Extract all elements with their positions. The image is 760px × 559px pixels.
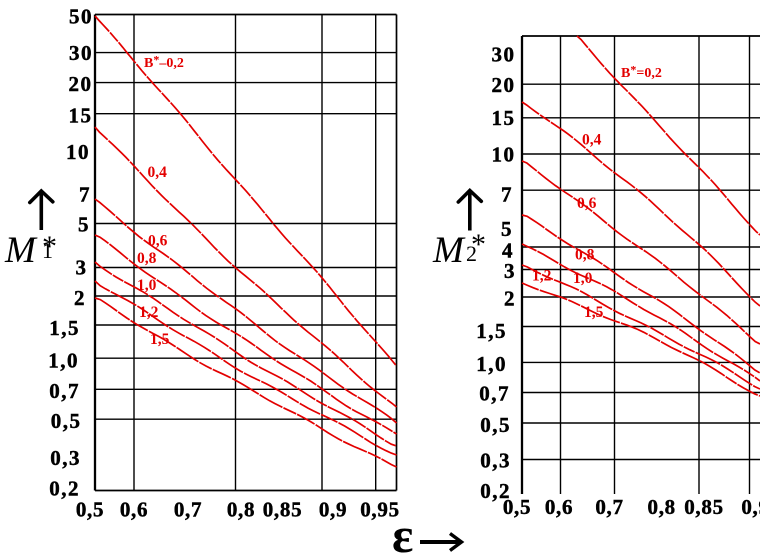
svg-text:20: 20 xyxy=(69,72,93,96)
svg-text:0,8: 0,8 xyxy=(575,247,595,264)
svg-text:1,2: 1,2 xyxy=(139,304,159,321)
svg-text:0,8: 0,8 xyxy=(227,498,255,522)
svg-text:2: 2 xyxy=(466,241,477,266)
svg-text:1: 1 xyxy=(42,238,53,263)
svg-text:0,2: 0,2 xyxy=(49,476,80,500)
svg-text:0,95: 0,95 xyxy=(360,498,400,522)
svg-text:0,8: 0,8 xyxy=(137,250,157,267)
svg-text:0,9: 0,9 xyxy=(741,495,760,519)
svg-text:0,5: 0,5 xyxy=(76,498,104,522)
svg-text:0,8: 0,8 xyxy=(648,495,676,519)
svg-text:10: 10 xyxy=(492,142,516,166)
svg-text:7: 7 xyxy=(501,182,513,206)
svg-text:0,4: 0,4 xyxy=(148,164,168,181)
svg-text:0,7: 0,7 xyxy=(174,498,202,522)
svg-text:0,6: 0,6 xyxy=(577,195,597,212)
svg-text:3: 3 xyxy=(76,255,88,279)
svg-text:0,7: 0,7 xyxy=(49,379,80,403)
svg-text:1,0: 1,0 xyxy=(48,348,79,372)
svg-text:1,5: 1,5 xyxy=(584,304,604,321)
svg-text:*: * xyxy=(42,230,57,263)
svg-text:0,3: 0,3 xyxy=(50,446,81,470)
svg-text:15: 15 xyxy=(69,103,93,127)
svg-text:0,6: 0,6 xyxy=(120,498,148,522)
svg-text:15: 15 xyxy=(492,106,516,130)
svg-text:3: 3 xyxy=(504,259,516,283)
svg-text:0,5: 0,5 xyxy=(51,409,82,433)
svg-text:ε: ε xyxy=(392,507,413,559)
svg-text:B*=0,2: B*=0,2 xyxy=(621,63,662,82)
svg-text:5: 5 xyxy=(501,217,513,241)
svg-text:0,5: 0,5 xyxy=(480,413,511,437)
svg-text:0,6: 0,6 xyxy=(148,233,168,250)
svg-text:0,7: 0,7 xyxy=(479,381,510,405)
svg-text:B*–0,2: B*–0,2 xyxy=(144,53,184,72)
svg-text:1,5: 1,5 xyxy=(476,319,507,343)
svg-text:0,9: 0,9 xyxy=(319,498,347,522)
svg-text:1,5: 1,5 xyxy=(49,316,80,340)
svg-text:0,3: 0,3 xyxy=(480,448,511,472)
svg-text:50: 50 xyxy=(69,5,93,29)
svg-text:1,0: 1,0 xyxy=(573,270,593,287)
svg-text:0,7: 0,7 xyxy=(595,495,623,519)
svg-text:10: 10 xyxy=(66,140,90,164)
svg-text:*: * xyxy=(471,228,486,261)
svg-text:1,0: 1,0 xyxy=(137,277,157,294)
svg-text:1,2: 1,2 xyxy=(532,268,552,285)
svg-text:2: 2 xyxy=(74,286,86,310)
svg-text:0,6: 0,6 xyxy=(545,495,573,519)
svg-text:2: 2 xyxy=(504,287,516,311)
svg-text:0,4: 0,4 xyxy=(582,132,602,149)
svg-text:0,85: 0,85 xyxy=(263,498,303,522)
svg-text:1,0: 1,0 xyxy=(476,352,507,376)
svg-text:30: 30 xyxy=(492,42,516,66)
svg-text:M: M xyxy=(432,230,466,271)
svg-text:1,5: 1,5 xyxy=(150,331,170,348)
svg-text:20: 20 xyxy=(492,73,516,97)
svg-text:30: 30 xyxy=(69,41,93,65)
svg-text:0,2: 0,2 xyxy=(480,479,511,503)
svg-text:0,85: 0,85 xyxy=(684,495,724,519)
svg-text:0,5: 0,5 xyxy=(503,495,531,519)
svg-text:M: M xyxy=(4,230,38,271)
svg-text:4: 4 xyxy=(502,238,514,262)
svg-text:7: 7 xyxy=(79,182,91,206)
svg-text:5: 5 xyxy=(78,212,90,236)
